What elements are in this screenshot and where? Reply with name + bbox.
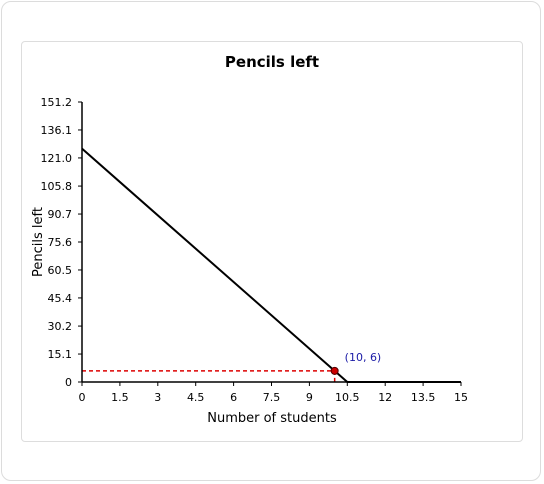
x-tick-label: 13.5: [411, 391, 436, 404]
x-tick-label: 1.5: [111, 391, 129, 404]
y-tick-label: 136.1: [41, 124, 73, 137]
x-tick-label: 4.5: [187, 391, 205, 404]
x-tick-label: 15: [454, 391, 468, 404]
x-tick-label: 9: [306, 391, 313, 404]
highlight-point-label: (10, 6): [345, 351, 382, 364]
x-tick-label: 10.5: [335, 391, 360, 404]
y-tick-label: 0: [65, 376, 72, 389]
y-tick-label: 90.7: [48, 208, 73, 221]
y-tick-label: 30.2: [48, 320, 73, 333]
chart-card: [21, 41, 523, 442]
chart-title: Pencils left: [225, 53, 319, 71]
x-tick-label: 12: [378, 391, 392, 404]
y-tick-label: 60.5: [48, 264, 73, 277]
x-tick-label: 3: [154, 391, 161, 404]
y-tick-label: 45.4: [48, 292, 73, 305]
x-tick-label: 0: [79, 391, 86, 404]
y-axis-label: Pencils left: [31, 207, 46, 277]
x-tick-label: 6: [230, 391, 237, 404]
y-tick-label: 75.6: [48, 236, 73, 249]
y-tick-label: 151.2: [41, 96, 73, 109]
highlight-point: [330, 366, 339, 375]
x-tick-label: 7.5: [263, 391, 281, 404]
y-tick-label: 15.1: [48, 348, 73, 361]
y-tick-label: 121.0: [41, 152, 73, 165]
x-axis-label: Number of students: [207, 411, 337, 426]
series-line: [81, 147, 461, 383]
y-tick-label: 105.8: [41, 180, 73, 193]
